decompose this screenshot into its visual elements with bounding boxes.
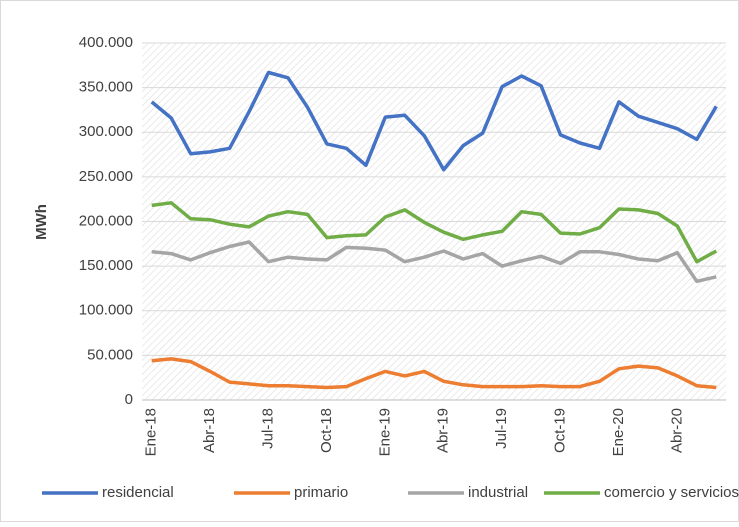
x-tick-label: Abr-18 [201,408,218,453]
y-tick-label: 100.000 [79,302,133,319]
x-tick-label: Ene-18 [143,408,160,456]
y-tick-label: 400.000 [79,34,133,51]
x-tick-label: Ene-19 [376,408,393,456]
y-tick-label: 250.000 [79,168,133,185]
y-tick-label: 200.000 [79,212,133,229]
x-tick-label: Abr-20 [668,408,685,453]
series-line [151,240,717,284]
legend-label: industrial [468,484,528,501]
x-tick-label: Jul-18 [260,408,277,449]
y-tick-label: 50.000 [87,346,133,363]
series-line [151,357,717,390]
legend-label: primario [294,484,348,501]
series-line [151,201,718,264]
legend-label: comercio y servicios [604,484,739,501]
legend-label: residencial [102,484,174,501]
y-axis-title: MWh [33,204,50,240]
x-tick-label: Oct-19 [552,408,569,453]
series-line [150,70,718,172]
x-tick-label: Oct-18 [318,408,335,453]
y-tick-label: 300.000 [79,123,133,140]
x-tick-label: Abr-19 [435,408,452,453]
y-tick-label: 350.000 [79,79,133,96]
y-tick-label: 0 [125,391,133,408]
x-tick-label: Ene-20 [610,408,627,456]
y-tick-label: 150.000 [79,257,133,274]
x-tick-label: Jul-19 [493,408,510,449]
